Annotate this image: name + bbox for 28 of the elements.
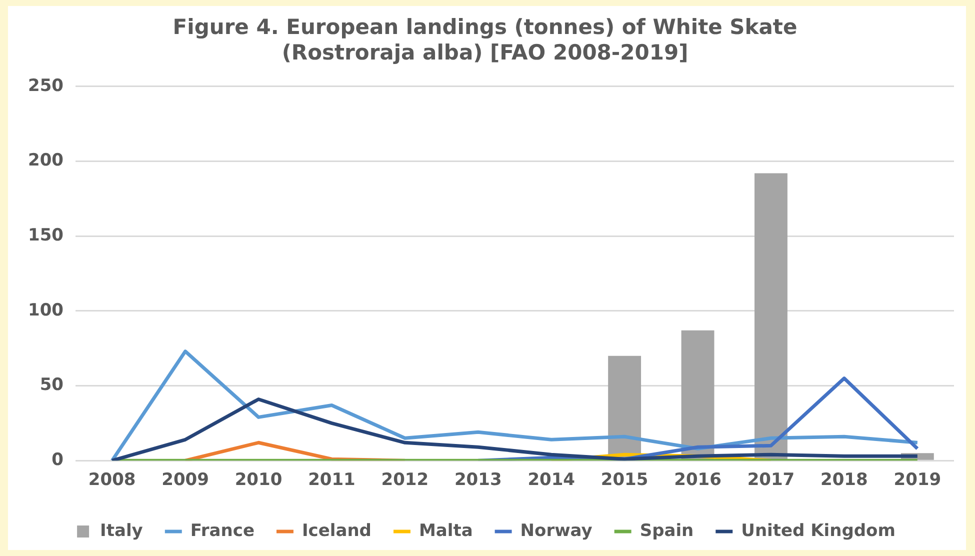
legend-label: Malta — [418, 520, 473, 541]
x-tick-label: 2016 — [674, 470, 722, 490]
y-tick-label: 150 — [28, 226, 64, 246]
x-tick-label: 2019 — [894, 470, 942, 490]
legend-label: France — [190, 520, 254, 541]
legend-label: Spain — [640, 520, 694, 541]
x-tick-label: 2014 — [528, 470, 576, 490]
y-tick-label: 0 — [52, 450, 64, 470]
legend-label: Iceland — [302, 520, 372, 541]
y-tick-label: 100 — [28, 300, 64, 320]
bar — [754, 173, 788, 460]
x-tick-label: 2017 — [747, 470, 795, 490]
legend-label: Italy — [100, 520, 143, 541]
x-tick-label: 2009 — [162, 470, 209, 490]
y-tick-label: 50 — [40, 375, 64, 396]
x-tick-label: 2008 — [88, 470, 136, 490]
x-tick-label: 2015 — [600, 470, 648, 490]
legend-label: Norway — [520, 520, 592, 541]
x-tick-label: 2013 — [454, 470, 502, 490]
x-tick-label: 2018 — [820, 470, 868, 490]
bar — [681, 330, 714, 460]
y-tick-label: 200 — [28, 150, 64, 171]
legend-label: United Kingdom — [741, 520, 896, 541]
x-tick-label: 2012 — [381, 470, 429, 490]
y-tick-label: 250 — [28, 76, 64, 96]
x-tick-label: 2011 — [308, 470, 356, 490]
x-tick-label: 2010 — [234, 470, 282, 490]
chart-title: Figure 4. European landings (tonnes) of White Skate (Rostroraja alba) [FAO 2008-2019] — [172, 15, 798, 64]
